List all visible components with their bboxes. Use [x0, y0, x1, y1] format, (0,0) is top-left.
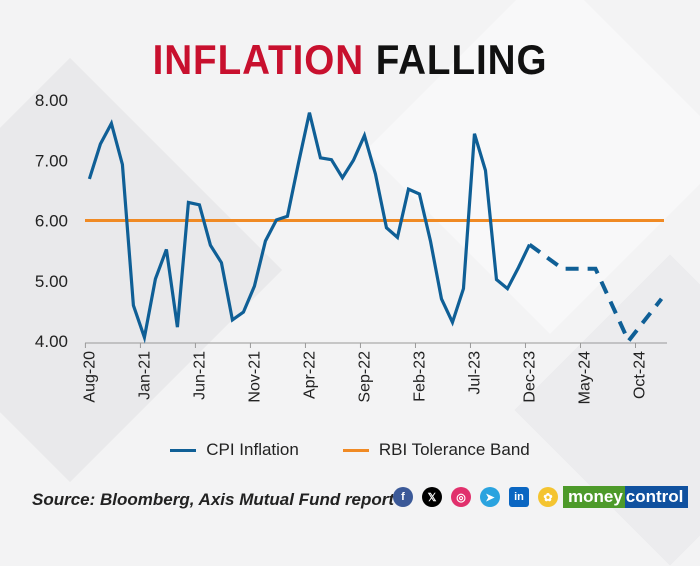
- instagram-icon[interactable]: ◎: [451, 487, 471, 507]
- facebook-icon[interactable]: f: [393, 487, 413, 507]
- legend-swatch-cpi: [170, 449, 196, 452]
- line-chart: 4.00 5.00 6.00 7.00 8.00 Aug-20 Jan-21 Jun-21 N…: [0, 0, 700, 440]
- y-tick-label: 8.00: [35, 91, 68, 110]
- y-tick-label: 4.00: [35, 332, 68, 351]
- legend-label: RBI Tolerance Band: [379, 440, 530, 460]
- logo-part-money: money: [563, 486, 625, 508]
- koo-icon[interactable]: ✿: [538, 487, 558, 507]
- y-tick-label: 5.00: [35, 272, 68, 291]
- legend-item-band: RBI Tolerance Band: [343, 440, 530, 460]
- x-tick-label: Dec-23: [521, 351, 538, 403]
- x-axis: Aug-20 Jan-21 Jun-21 Nov-21 Apr-22 Sep-22 Feb-…: [81, 343, 667, 404]
- x-icon[interactable]: 𝕏: [422, 487, 442, 507]
- x-tick-label: Jun-21: [191, 351, 208, 400]
- plot-area: [85, 113, 664, 342]
- x-tick-label: Apr-22: [301, 351, 318, 399]
- y-tick-label: 6.00: [35, 212, 68, 231]
- legend-label: CPI Inflation: [206, 440, 299, 460]
- telegram-icon[interactable]: ➤: [480, 487, 500, 507]
- x-tick-label: Jul-23: [466, 351, 483, 395]
- cpi-projection-line: [529, 245, 661, 341]
- logo-part-control: control: [625, 486, 689, 508]
- x-tick-label: Sep-22: [356, 351, 373, 403]
- y-axis: 4.00 5.00 6.00 7.00 8.00: [35, 91, 68, 351]
- x-tick-label: Aug-20: [81, 351, 98, 403]
- x-tick-label: Oct-24: [631, 351, 648, 399]
- x-tick-label: Nov-21: [246, 351, 263, 403]
- legend: CPI Inflation RBI Tolerance Band: [0, 440, 700, 460]
- x-tick-label: May-24: [576, 351, 593, 404]
- source-note: Source: Bloomberg, Axis Mutual Fund repo…: [32, 490, 394, 510]
- x-tick-label: Jan-21: [136, 351, 153, 400]
- linkedin-icon[interactable]: in: [509, 487, 529, 507]
- y-tick-label: 7.00: [35, 151, 68, 170]
- cpi-inflation-line: [89, 113, 529, 338]
- moneycontrol-logo[interactable]: money control: [563, 486, 688, 508]
- legend-item-cpi: CPI Inflation: [170, 440, 299, 460]
- legend-swatch-band: [343, 449, 369, 452]
- x-tick-label: Feb-23: [411, 351, 428, 402]
